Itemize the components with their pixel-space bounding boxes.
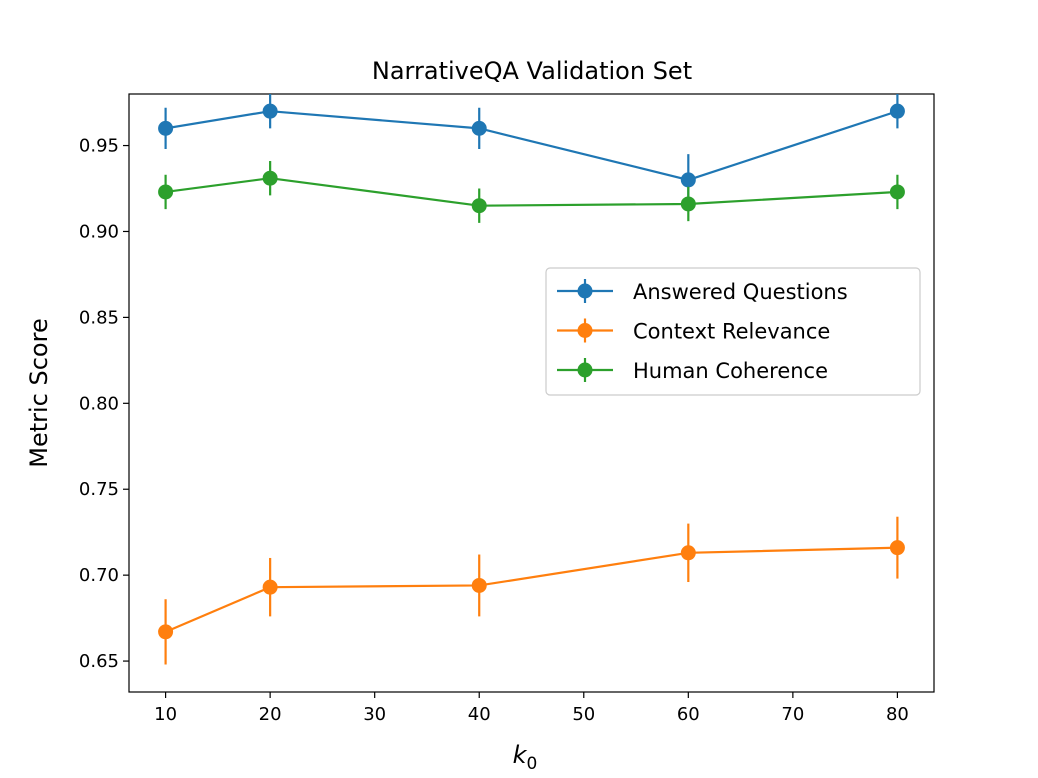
x-axis-label-subscript: 0 (527, 754, 538, 774)
legend-item: Human Coherence (557, 358, 828, 383)
legend-swatch-marker (577, 362, 593, 378)
y-tick-label: 0.70 (79, 565, 119, 586)
data-point (889, 184, 905, 200)
legend-label: Human Coherence (633, 359, 828, 383)
data-point (889, 540, 905, 556)
x-tick-label: 20 (259, 704, 282, 725)
plot-frame (128, 93, 935, 693)
legend-item: Context Relevance (557, 318, 830, 344)
legend: Answered Questions Context Relevance Human… (545, 267, 921, 396)
x-axis-label-main: k (513, 741, 528, 769)
series-layer (158, 94, 905, 665)
y-tick-label: 0.75 (79, 479, 119, 500)
legend-label: Context Relevance (633, 320, 830, 344)
y-axis-ticks: 0.65 0.70 0.75 0.80 0.85 0.90 0.95 (79, 136, 129, 672)
data-point (158, 184, 174, 200)
y-tick-label: 0.90 (79, 221, 119, 242)
legend-frame (545, 267, 921, 396)
y-axis-label: Metric Score (25, 318, 53, 467)
y-tick-label: 0.80 (79, 393, 119, 414)
data-point (471, 198, 487, 214)
x-tick-label: 80 (886, 704, 909, 725)
data-point (680, 196, 696, 212)
data-point (471, 577, 487, 593)
x-tick-label: 50 (572, 704, 595, 725)
legend-items: Answered Questions Context Relevance Human… (557, 279, 848, 383)
data-point (680, 545, 696, 561)
x-axis-ticks: 10 20 30 40 50 60 70 80 (154, 692, 909, 725)
y-tick-label: 0.65 (79, 651, 119, 672)
data-point (889, 103, 905, 119)
chart-title: NarrativeQA Validation Set (372, 57, 692, 85)
legend-label: Answered Questions (633, 280, 848, 304)
data-point (262, 103, 278, 119)
series-group (158, 161, 905, 223)
legend-item: Answered Questions (557, 279, 848, 304)
data-point (158, 120, 174, 136)
y-tick-label: 0.95 (79, 136, 119, 157)
series-line (165, 110, 898, 182)
data-point (262, 579, 278, 595)
y-tick-label: 0.85 (79, 307, 119, 328)
series-group (158, 94, 905, 206)
data-point (262, 170, 278, 186)
x-tick-label: 40 (468, 704, 491, 725)
x-tick-label: 10 (154, 704, 177, 725)
x-axis-label: k0 (513, 741, 538, 774)
data-point (680, 172, 696, 188)
legend-swatch-marker (577, 323, 593, 338)
series-group (158, 516, 905, 665)
x-tick-label: 60 (677, 704, 700, 725)
x-tick-label: 70 (781, 704, 804, 725)
x-tick-label: 30 (363, 704, 386, 725)
data-point (158, 624, 174, 640)
plot-area (128, 93, 935, 693)
legend-swatch-marker (577, 283, 593, 299)
data-point (471, 120, 487, 136)
